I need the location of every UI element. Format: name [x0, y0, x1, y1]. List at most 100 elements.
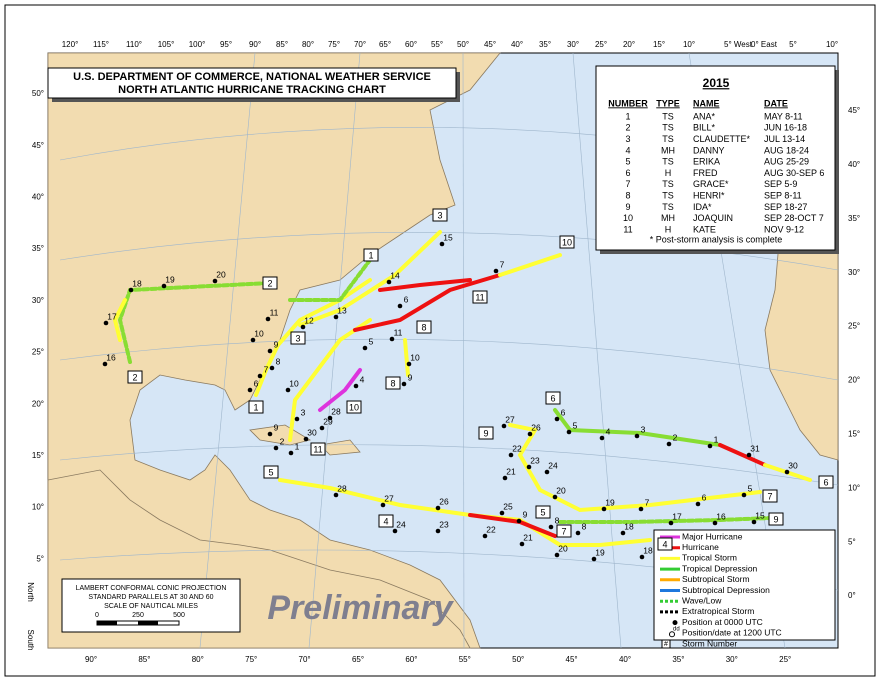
- longitude-label: 70°: [354, 40, 366, 49]
- position-dot: [103, 320, 109, 326]
- longitude-label: 65°: [379, 40, 391, 49]
- legend-label: Major Hurricane: [682, 531, 743, 541]
- longitude-label: 40°: [511, 40, 523, 49]
- date-label: 26: [439, 496, 449, 506]
- table-cell: GRACE*: [693, 179, 729, 189]
- position-dot: [544, 469, 550, 475]
- legend-swatch: [672, 620, 678, 626]
- date-label: 9: [274, 422, 279, 432]
- storm-number-box: [472, 290, 488, 304]
- position-dot: [499, 510, 505, 516]
- longitude-label: 95°: [220, 40, 232, 49]
- date-label: 28: [337, 483, 347, 493]
- latitude-label: 25°: [32, 348, 44, 357]
- position-dot: [397, 303, 403, 309]
- table-cell: BILL*: [693, 123, 716, 133]
- longitude-label: 5°: [789, 40, 797, 49]
- storm-number-box: [657, 537, 673, 551]
- position-dot: [250, 337, 256, 343]
- longitude-label: 45°: [484, 40, 496, 49]
- legend-label: Subtropical Depression: [682, 585, 770, 595]
- date-label: 20: [558, 543, 568, 553]
- longitude-label: 15°: [653, 40, 665, 49]
- table-cell: MH: [661, 145, 675, 155]
- header-line: U.S. DEPARTMENT OF COMMERCE, NATIONAL WE…: [73, 71, 431, 83]
- date-label: 3: [301, 407, 306, 417]
- watermark: Preliminary: [267, 589, 454, 627]
- table-cell: HENRI*: [693, 190, 725, 200]
- longitude-label: 50°: [512, 655, 524, 664]
- position-dot: [620, 530, 626, 536]
- table-cell: CLAUDETTE*: [693, 134, 751, 144]
- date-label: 14: [390, 270, 400, 280]
- position-dot: [566, 429, 572, 435]
- storm-number-box: [346, 400, 362, 414]
- position-dot: [247, 387, 253, 393]
- position-dot: [269, 365, 275, 371]
- date-label: 8: [555, 515, 560, 525]
- position-dot: [212, 278, 218, 284]
- table-cell: JOAQUIN: [693, 213, 733, 223]
- table-cell: AUG 25-29: [764, 157, 809, 167]
- legend-label: Tropical Depression: [682, 563, 758, 573]
- longitude-label: 90°: [249, 40, 261, 49]
- table-cell: TS: [662, 134, 674, 144]
- position-dot: [784, 469, 790, 475]
- storm-number: 9: [773, 514, 778, 524]
- date-label: 18: [643, 545, 653, 555]
- storm-number-box: [478, 426, 494, 440]
- storm-number-box: [559, 235, 575, 249]
- date-label: 10: [410, 352, 420, 362]
- position-dot: [435, 505, 441, 511]
- date-label: 9: [408, 372, 413, 382]
- legend-symbol: dd: [673, 627, 680, 633]
- position-dot: [638, 506, 644, 512]
- projection-box: LAMBERT CONFORMAL CONIC PROJECTION STAND…: [61, 578, 241, 633]
- table-cell: TS: [662, 157, 674, 167]
- storm-number: 10: [349, 402, 359, 412]
- table-cell: H: [665, 168, 672, 178]
- longitude-label: 110°: [126, 40, 142, 49]
- date-label: 29: [323, 416, 333, 426]
- storm-number-box: [290, 331, 306, 345]
- track: [558, 516, 772, 524]
- longitude-label: 60°: [405, 655, 417, 664]
- table-cell: NOV 9-12: [764, 224, 804, 234]
- storm-number: 3: [295, 333, 300, 343]
- table-cell: AUG 30-SEP 6: [764, 168, 824, 178]
- latitude-label: 25°: [848, 322, 860, 331]
- position-dot: [575, 530, 581, 536]
- position-dot: [746, 452, 752, 458]
- position-dot: [435, 528, 441, 534]
- table-cell: JUN 16-18: [764, 123, 807, 133]
- date-label: 5: [369, 336, 374, 346]
- date-label: 1: [714, 434, 719, 444]
- longitude-label: 100°: [189, 40, 206, 49]
- date-label: 17: [672, 511, 682, 521]
- table-cell: SEP 28-OCT 7: [764, 213, 824, 223]
- position-dot: [392, 528, 398, 534]
- date-label: 5: [748, 483, 753, 493]
- date-label: 15: [443, 232, 453, 242]
- position-dot: [516, 518, 522, 524]
- date-label: 5: [573, 420, 578, 430]
- date-label: 26: [531, 422, 541, 432]
- legend-label: Hurricane: [682, 542, 719, 552]
- table-header: NUMBER: [608, 98, 648, 108]
- position-dot: [439, 241, 445, 247]
- storm-number: 5: [268, 467, 273, 477]
- track: [553, 408, 722, 447]
- position-dot: [333, 492, 339, 498]
- storm-number: 3: [437, 210, 442, 220]
- storm-number-box: [556, 524, 572, 538]
- side-label: North: [26, 582, 35, 602]
- position-dot: [380, 502, 386, 508]
- track: [353, 273, 502, 332]
- longitude-label: 75°: [328, 40, 340, 49]
- latitude-label: 20°: [32, 399, 44, 408]
- projection-line: LAMBERT CONFORMAL CONIC PROJECTION: [76, 585, 227, 592]
- storm-number-box: [762, 489, 778, 503]
- position-dot: [501, 423, 507, 429]
- table-cell: 4: [625, 145, 630, 155]
- date-label: 7: [264, 364, 269, 374]
